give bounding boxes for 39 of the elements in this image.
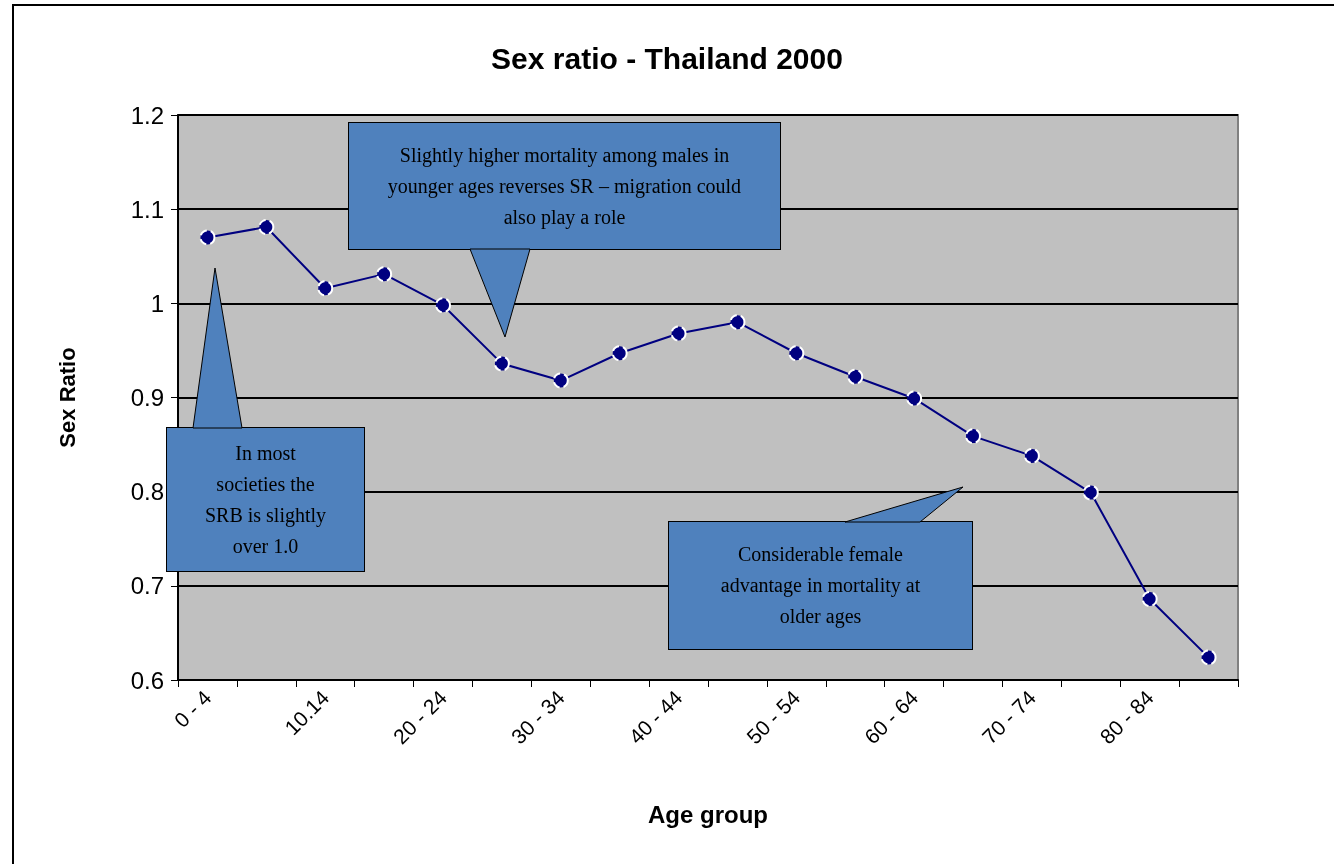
point — [965, 428, 981, 445]
y-tick-label: 1.1 — [130, 195, 164, 223]
point — [435, 297, 451, 314]
annotation: In most societies the SRB is slightly over 1.0 — [166, 427, 365, 572]
x-axis-title: Age group — [648, 800, 768, 828]
point — [493, 355, 510, 372]
point — [1023, 447, 1040, 464]
chart-title: Sex ratio - Thailand 2000 — [491, 41, 843, 75]
annotation: Considerable female advantage in mortality at older ages — [668, 521, 973, 650]
y-tick-label: 0.7 — [130, 572, 164, 600]
y-tick-label: 0.9 — [130, 384, 164, 411]
y-tick-label: 1.2 — [130, 101, 164, 129]
point — [376, 266, 393, 283]
point — [1082, 484, 1099, 501]
y-tick-label: 1 — [150, 289, 164, 317]
x-tick-label: 60 - 64 — [859, 685, 923, 749]
point — [670, 325, 687, 342]
point — [611, 345, 628, 362]
x-tick-label: 30 - 34 — [506, 685, 570, 749]
y-tick-label: 0.8 — [130, 478, 164, 506]
x-tick-label: 0 - 4 — [169, 685, 216, 732]
point — [1200, 649, 1217, 666]
point — [199, 229, 216, 246]
point — [317, 280, 334, 297]
point — [847, 368, 864, 385]
point — [1141, 591, 1158, 608]
point — [258, 219, 275, 236]
point — [906, 390, 923, 407]
point — [788, 345, 805, 362]
point — [552, 372, 569, 389]
x-tick-label: 50 - 54 — [742, 685, 805, 749]
annotation: Slightly higher mortality among males in younger ages reverses SR – migration could also play a role — [348, 122, 781, 250]
x-tick-label: 40 - 44 — [624, 685, 687, 749]
point — [729, 314, 746, 331]
y-tick-label: 0.6 — [130, 666, 164, 694]
y-axis-title: Sex Ratio — [54, 347, 80, 448]
x-tick-label: 70 - 74 — [977, 685, 1041, 749]
x-tick-label: 20 - 24 — [388, 685, 452, 749]
x-tick-label: 80 - 84 — [1095, 685, 1159, 749]
